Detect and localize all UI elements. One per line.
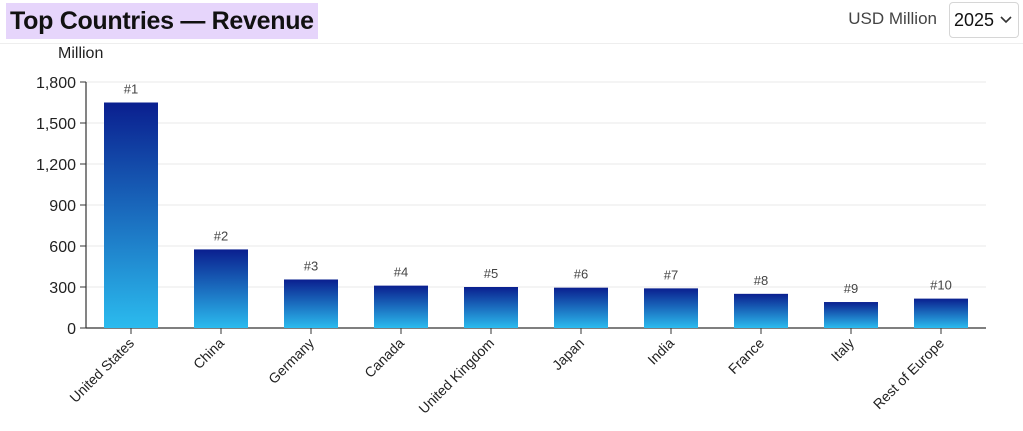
x-tick-label: France xyxy=(725,335,767,377)
page-title: Top Countries — Revenue xyxy=(6,3,318,39)
y-tick-label: 1,200 xyxy=(36,157,76,174)
bars xyxy=(104,102,968,328)
unit-label: USD Million xyxy=(848,9,937,28)
y-tick-label: 0 xyxy=(67,321,76,338)
rank-label: #10 xyxy=(930,278,952,293)
y-tick-label: 600 xyxy=(49,239,76,256)
x-tick-label: Rest of Europe xyxy=(870,335,947,412)
rank-label: #2 xyxy=(214,228,228,243)
x-tick-label: Japan xyxy=(549,335,587,373)
y-tick-label: 1,800 xyxy=(36,75,76,92)
grid-lines xyxy=(86,81,986,288)
y-tick-label: 300 xyxy=(49,280,76,297)
labels: Million 0 300 600 900 1,200 1,500 1,800 #1 United… xyxy=(36,45,952,417)
bar-7 xyxy=(644,288,698,328)
x-tick-label: United Kingdom xyxy=(415,335,497,417)
chevron-down-icon xyxy=(1000,16,1012,24)
rank-label: #8 xyxy=(754,273,768,288)
bar-2 xyxy=(194,249,248,328)
rank-label: #6 xyxy=(574,267,588,282)
bar-1 xyxy=(104,102,158,328)
x-tick-label: United States xyxy=(66,335,137,406)
rank-label: #1 xyxy=(124,82,138,97)
bar-4 xyxy=(374,285,428,328)
y-tick-label: 900 xyxy=(49,198,76,215)
x-tick-label: Germany xyxy=(265,335,317,387)
x-tick-label: Canada xyxy=(361,335,407,381)
rank-label: #3 xyxy=(304,258,318,273)
year-select[interactable]: 2025 xyxy=(949,2,1019,38)
x-tick-label: Italy xyxy=(828,335,857,364)
chart-header: Top Countries — Revenue USD Million 2025 xyxy=(0,0,1023,44)
bar-chart: Million 0 300 600 900 1,200 1,500 1,800 #1 United… xyxy=(36,45,986,417)
rank-label: #9 xyxy=(844,281,858,296)
rank-label: #5 xyxy=(484,266,498,281)
x-tick-label: China xyxy=(190,335,227,372)
y-tick-label: 1,500 xyxy=(36,116,76,133)
y-axis-label: Million xyxy=(58,45,103,62)
bar-10 xyxy=(914,298,968,328)
bar-8 xyxy=(734,293,788,328)
x-tick-label: India xyxy=(644,335,677,368)
bar-5 xyxy=(464,287,518,328)
bar-9 xyxy=(824,302,878,328)
year-select-value: 2025 xyxy=(954,10,995,30)
rank-label: #7 xyxy=(664,267,678,282)
rank-label: #4 xyxy=(394,265,408,280)
bar-3 xyxy=(284,279,338,328)
bar-6 xyxy=(554,287,608,328)
